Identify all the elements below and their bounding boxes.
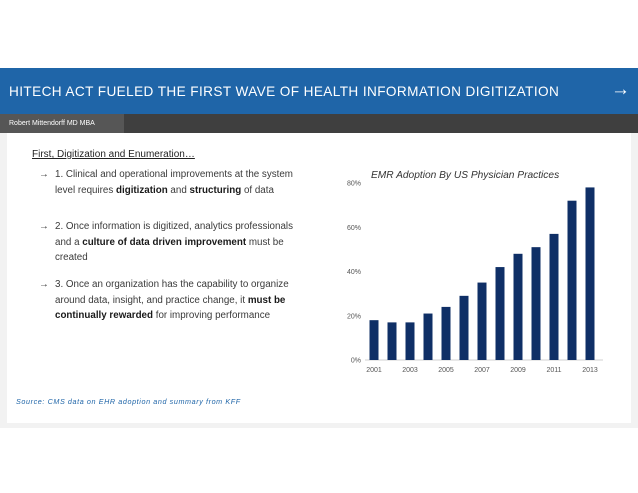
bar-2008 — [495, 267, 505, 360]
arrow-bullet-icon: → — [39, 221, 49, 232]
bullet-item: → 1. Clinical and operational improvemen… — [39, 167, 309, 198]
author-name: Robert Mittendorff MD MBA — [0, 114, 124, 133]
y-tick-label: 20% — [347, 313, 361, 320]
arrow-bullet-icon: → — [39, 279, 49, 290]
bullet-item: → 2. Once information is digitized, anal… — [39, 219, 309, 266]
slide: HITECH ACT FUELED THE FIRST WAVE OF HEAL… — [0, 68, 638, 428]
chart-title: EMR Adoption By US Physician Practices — [371, 170, 560, 181]
bar-2013 — [585, 187, 595, 360]
x-tick-label: 2007 — [474, 367, 490, 374]
author-bar: Robert Mittendorff MD MBA — [0, 114, 638, 133]
bullet-run: and — [167, 184, 190, 196]
bar-2010 — [531, 247, 541, 360]
x-tick-label: 2011 — [546, 367, 561, 374]
title-bar: HITECH ACT FUELED THE FIRST WAVE OF HEAL… — [0, 68, 638, 114]
bar-2011 — [549, 233, 559, 360]
slide-title: HITECH ACT FUELED THE FIRST WAVE OF HEAL… — [9, 83, 560, 99]
bullet-run: for improving performance — [153, 310, 271, 321]
bullet-item: → 3. Once an organization has the capabi… — [39, 277, 309, 324]
bullet-run: 1. Clinical and operational improvements… — [55, 169, 293, 196]
x-tick-label: 2001 — [366, 367, 382, 374]
bar-2004 — [423, 313, 433, 360]
bar-2003 — [405, 322, 415, 360]
bar-2002 — [387, 322, 397, 360]
y-tick-label: 80% — [347, 181, 361, 188]
bullet-run: 3. Once an organization has the capabili… — [55, 279, 289, 306]
bullet-emphasis: digitization — [116, 184, 168, 196]
source-note: Source: CMS data on EHR adoption and sum… — [16, 397, 241, 406]
y-tick-label: 0% — [351, 358, 361, 365]
y-tick-label: 60% — [347, 225, 361, 232]
x-tick-label: 2013 — [582, 367, 598, 374]
bullet-run: of data — [241, 184, 274, 196]
bar-2006 — [459, 295, 469, 360]
bullet-emphasis: structuring — [189, 184, 242, 196]
emr-adoption-chart: 0% 20% 40% 60% 80% 2001 2003 2005 2007 2009 2011 20… — [347, 181, 603, 374]
bar-2001 — [369, 320, 379, 360]
section-heading: First, Digitization and Enumeration… — [32, 149, 195, 160]
arrow-bullet-icon: → — [39, 169, 49, 180]
x-tick-label: 2005 — [438, 367, 454, 374]
bar-2012 — [567, 200, 577, 360]
bullet-emphasis: must be continually rewarded — [55, 294, 286, 322]
content-panel: First, Digitization and Enumeration… → 1… — [7, 133, 631, 423]
next-arrow-icon[interactable]: → — [611, 79, 630, 100]
bullet-emphasis: culture of data driven improvement — [82, 236, 247, 248]
y-tick-label: 40% — [347, 269, 361, 276]
bar-2009 — [513, 253, 523, 360]
bullet-run: must be created — [55, 236, 284, 264]
x-tick-label: 2009 — [510, 367, 526, 374]
bullet-text: 3. Once an organization has the capabili… — [55, 277, 309, 324]
bar-2005 — [441, 306, 451, 360]
x-tick-label: 2003 — [402, 367, 418, 374]
bullet-text: 2. Once information is digitized, analyt… — [55, 219, 309, 266]
bar-2007 — [477, 282, 487, 360]
bullet-run: 2. Once information is digitized, analyt… — [55, 221, 293, 248]
bullet-text: 1. Clinical and operational improvements… — [55, 167, 309, 198]
